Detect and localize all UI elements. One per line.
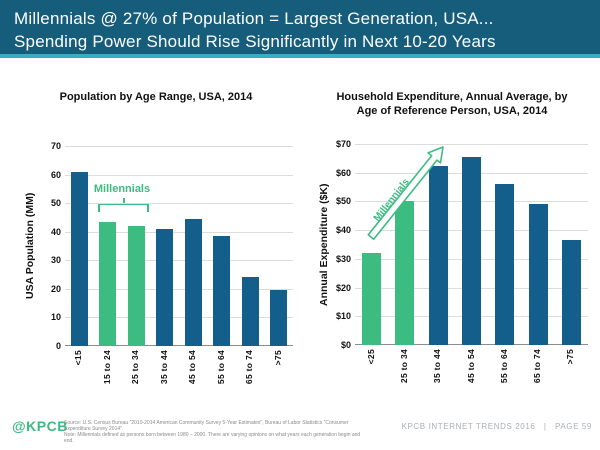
y-tick-label: 60: [50, 169, 61, 180]
slide-header: Millennials @ 27% of Population = Larges…: [0, 0, 600, 58]
y-tick-label: 70: [50, 141, 61, 151]
bar-45 to 54: [462, 156, 481, 345]
x-axis-label: 35 to 44: [432, 349, 443, 384]
bar-65 to 74: [528, 204, 548, 345]
chart-title: Population by Age Range, USA, 2014: [59, 91, 253, 103]
chart-title: Household Expenditure, Annual Average, b…: [336, 91, 568, 117]
y-tick-label: $50: [335, 196, 351, 207]
x-axis-label: >75: [565, 349, 576, 365]
gridline: [65, 231, 293, 233]
x-axis-label: <25: [365, 349, 376, 365]
x-axis-label: 45 to 54: [465, 349, 476, 384]
bar->75: [270, 290, 288, 346]
gridline: [65, 345, 293, 346]
bar-45 to 54: [184, 218, 202, 346]
gridline: [65, 260, 293, 262]
source-line1: Source: U.S. Census Bureau "2010-2014 Am…: [64, 420, 349, 432]
bar-25 to 34: [127, 226, 145, 346]
bar-35 to 44: [428, 165, 448, 345]
kpcb-logo: @KPCB: [12, 418, 68, 434]
y-tick-label: 40: [50, 226, 61, 237]
x-axis-label: 65 to 74: [532, 349, 543, 384]
slide-footer: @KPCB Source: U.S. Census Bureau "2010-2…: [0, 410, 600, 450]
y-tick-label: $60: [335, 167, 351, 178]
bar-<25: [362, 253, 382, 345]
gridline: [65, 317, 293, 319]
source-note: Source: U.S. Census Bureau "2010-2014 Am…: [64, 420, 364, 444]
gridline: [355, 144, 588, 145]
deck-page-label: KPCB INTERNET TRENDS 2016 | PAGE 59: [401, 422, 592, 431]
y-tick-label: 30: [50, 255, 61, 266]
x-axis-label: 25 to 34: [130, 350, 141, 385]
x-axis-label: 35 to 44: [158, 350, 169, 385]
x-axis-label: >75: [272, 350, 283, 366]
bar-65 to 74: [241, 277, 259, 346]
slide-title-line1: Millennials @ 27% of Population = Larges…: [14, 9, 494, 28]
y-tick-label: $10: [335, 311, 351, 322]
y-tick-label: 10: [50, 312, 61, 323]
slide-title-line2: Spending Power Should Rise Significantly…: [14, 32, 496, 51]
bar-55 to 64: [213, 236, 231, 346]
millennials-annotation: Millennials: [93, 183, 151, 195]
y-tick-label: 0: [55, 341, 61, 351]
x-axis-label: <15: [73, 350, 84, 366]
population-bar-chart: Population by Age Range, USA, 2014 USA P…: [10, 84, 302, 414]
y-tick-label: 20: [50, 283, 61, 294]
bar-35 to 44: [156, 228, 174, 346]
bar-25 to 34: [395, 201, 415, 345]
y-tick-label: 50: [50, 198, 61, 209]
y-tick-label: $0: [340, 340, 351, 350]
millennials-bracket: [98, 198, 149, 212]
expenditure-bar-chart: Household Expenditure, Annual Average, b…: [308, 84, 596, 414]
y-tick-label: $70: [335, 139, 351, 149]
x-axis-label: 15 to 24: [101, 350, 112, 385]
gridline: [65, 288, 293, 290]
x-axis-label: 55 to 64: [498, 349, 509, 384]
bar-55 to 64: [495, 184, 515, 345]
gridline: [65, 174, 293, 176]
millennials-arrow: Millennials: [367, 146, 444, 240]
y-tick-label: $40: [335, 225, 351, 236]
gridline: [65, 146, 293, 147]
bar->75: [561, 240, 581, 345]
y-tick-label: $30: [335, 253, 351, 264]
x-axis-label: 65 to 74: [244, 350, 255, 385]
gridline: [65, 203, 293, 205]
bar-<15: [70, 171, 88, 346]
x-axis-label: 45 to 54: [187, 350, 198, 385]
plot-area: [355, 144, 588, 345]
bar-15 to 24: [99, 221, 117, 346]
plot-area: [65, 146, 293, 346]
source-line2: Note: Millennials defined as persons bor…: [64, 432, 361, 444]
x-axis-label: 25 to 34: [398, 349, 409, 384]
x-axis-label: 55 to 64: [215, 350, 226, 385]
y-tick-label: $20: [335, 282, 351, 293]
